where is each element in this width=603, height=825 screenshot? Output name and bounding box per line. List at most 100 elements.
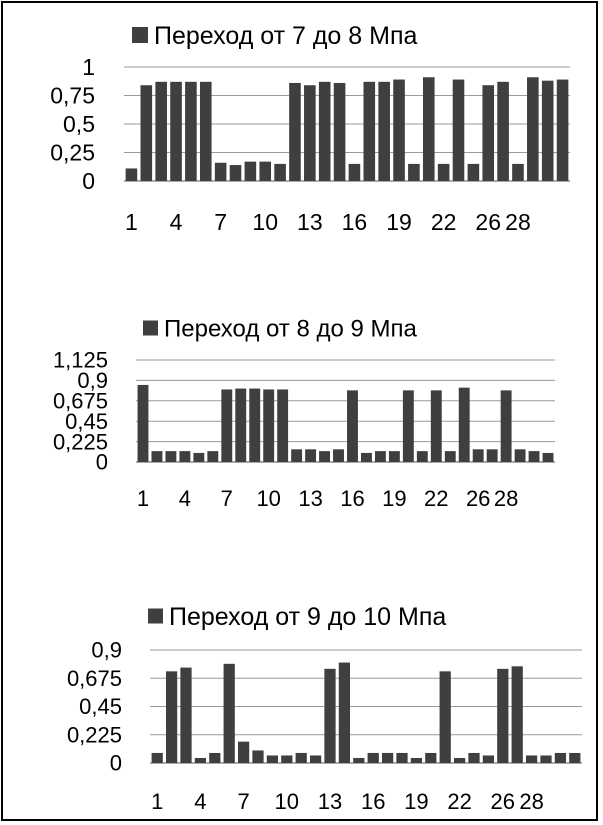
bar: [324, 669, 335, 763]
bar: [526, 755, 537, 763]
bar: [393, 80, 405, 181]
bar: [353, 758, 364, 763]
bar: [497, 669, 508, 763]
bar: [215, 163, 227, 181]
bar: [281, 755, 292, 763]
bar: [515, 449, 526, 462]
x-tick-label: 13: [318, 789, 342, 814]
bar: [482, 85, 494, 181]
bar: [529, 451, 540, 462]
bar: [408, 164, 420, 181]
y-tick-label: 0,25: [50, 140, 95, 166]
bar: [209, 753, 220, 763]
x-tick-label: 7: [221, 486, 233, 511]
x-tick-label: 7: [237, 789, 249, 814]
bar: [512, 164, 524, 181]
bar: [440, 671, 451, 763]
x-tick-label: 22: [447, 789, 471, 814]
legend-swatch: [143, 321, 158, 336]
bar: [141, 85, 153, 181]
x-tick-label: 16: [361, 789, 385, 814]
bar: [483, 755, 494, 763]
bar: [304, 85, 316, 181]
x-tick-label: 19: [382, 486, 406, 511]
x-tick-label: 4: [170, 209, 183, 235]
bar: [291, 449, 302, 462]
x-tick-label: 10: [275, 789, 299, 814]
bar: [319, 451, 330, 462]
y-tick-label: 0,75: [50, 83, 95, 109]
x-tick-label: 1: [137, 486, 149, 511]
bar: [542, 81, 554, 181]
y-tick-label: 0,9: [91, 638, 122, 663]
bar: [411, 758, 422, 763]
bar: [375, 451, 386, 462]
bar: [277, 389, 288, 462]
bar: [431, 390, 442, 462]
legend-swatch: [132, 27, 148, 43]
bar: [252, 750, 263, 763]
bar: [453, 80, 465, 181]
y-tick-label: 0: [82, 168, 95, 194]
bar: [195, 758, 206, 763]
bar: [230, 165, 242, 181]
legend-label: Переход от 8 до 9 Мпа: [164, 315, 418, 342]
bar: [207, 451, 218, 462]
x-tick-label: 19: [386, 209, 412, 235]
legend-label: Переход от 7 до 8 Мпа: [154, 22, 417, 50]
x-tick-label: 19: [404, 789, 428, 814]
x-tick-label: 26: [466, 486, 490, 511]
bar: [368, 753, 379, 763]
x-tick-label: 10: [256, 486, 280, 511]
bar: [445, 451, 456, 462]
bar: [497, 82, 509, 181]
x-tick-label: 28: [519, 789, 543, 814]
bar: [347, 390, 358, 462]
bar: [487, 449, 498, 462]
x-tick-label: 1: [125, 209, 138, 235]
bar: [249, 389, 260, 462]
bar: [333, 449, 344, 462]
bar: [555, 753, 566, 763]
bar: [238, 742, 249, 763]
bar: [200, 82, 212, 181]
bar: [396, 753, 407, 763]
bar: [417, 451, 428, 462]
legend-label: Переход от 9 до 10 Мпа: [169, 603, 446, 631]
bar: [235, 389, 246, 462]
bar: [557, 80, 569, 181]
bar: [138, 385, 149, 462]
bar: [527, 77, 539, 181]
bar: [263, 389, 274, 462]
bar: [166, 671, 177, 763]
bar: [512, 666, 523, 763]
x-tick-label: 4: [179, 486, 191, 511]
bar: [425, 753, 436, 763]
bar: [267, 755, 278, 763]
x-tick-label: 1: [151, 789, 163, 814]
x-tick-label: 13: [298, 486, 322, 511]
y-tick-label: 0: [110, 751, 122, 776]
bar: [179, 451, 190, 462]
bar: [403, 390, 414, 462]
bar: [185, 82, 197, 181]
y-tick-label: 1: [82, 54, 95, 80]
x-tick-label: 4: [194, 789, 206, 814]
bar: [165, 451, 176, 462]
bar: [221, 389, 232, 462]
x-tick-label: 13: [297, 209, 323, 235]
x-tick-label: 22: [424, 486, 448, 511]
x-tick-label: 26: [491, 789, 515, 814]
y-tick-label: 0,225: [67, 722, 122, 747]
bar: [423, 77, 435, 181]
bar: [361, 453, 372, 462]
y-tick-label: 1,125: [53, 348, 108, 373]
bar: [259, 162, 271, 181]
bar: [438, 164, 450, 181]
bar: [389, 451, 400, 462]
x-tick-label: 26: [475, 209, 501, 235]
bar: [152, 753, 163, 763]
x-tick-label: 22: [431, 209, 457, 235]
bar: [459, 388, 470, 462]
x-tick-label: 16: [340, 486, 364, 511]
